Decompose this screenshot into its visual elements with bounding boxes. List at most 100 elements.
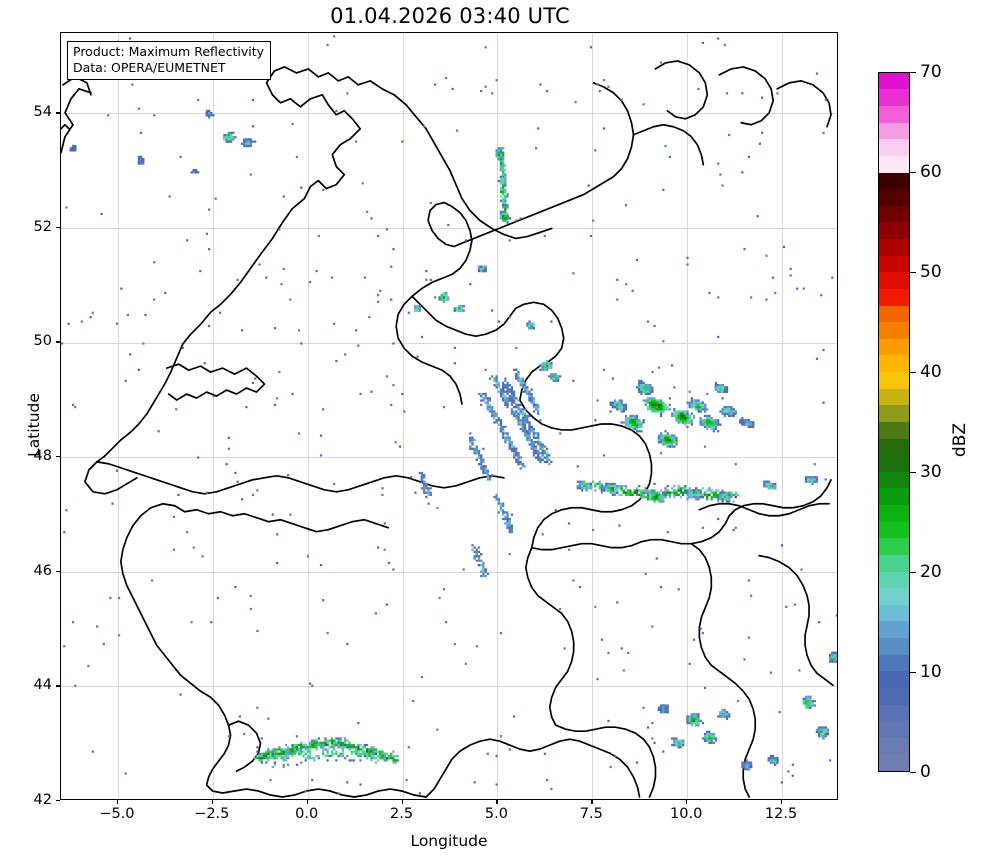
radar-cell xyxy=(640,390,643,393)
radar-cell xyxy=(629,416,632,420)
radar-cell xyxy=(657,491,661,494)
radar-cell xyxy=(697,489,700,492)
radar-cell xyxy=(313,746,316,749)
radar-cell xyxy=(721,386,724,389)
radar-cell xyxy=(653,408,656,411)
radar-cell xyxy=(671,487,674,490)
radar-cell xyxy=(686,498,689,501)
radar-cell xyxy=(642,419,645,422)
radar-cell xyxy=(646,397,650,400)
radar-cell xyxy=(370,746,373,749)
radar-cell xyxy=(513,406,516,409)
radar-cell xyxy=(635,423,639,426)
radar-cell xyxy=(374,757,377,760)
radar-cell xyxy=(350,746,353,749)
radar-cell xyxy=(581,487,584,490)
radar-cell xyxy=(662,401,665,404)
radar-cell xyxy=(344,746,347,749)
radar-cell xyxy=(730,410,733,413)
radar-cell xyxy=(357,743,360,747)
radar-cell xyxy=(657,403,661,407)
radar-cell xyxy=(723,390,726,393)
radar-cell xyxy=(681,421,685,424)
radar-cell xyxy=(576,480,579,483)
radar-cell xyxy=(381,754,384,758)
radar-cell xyxy=(600,489,604,492)
radar-cell xyxy=(725,493,729,496)
radar-cell xyxy=(690,397,693,400)
radar-cell xyxy=(284,750,288,753)
radar-cell xyxy=(649,493,652,496)
radar-cell xyxy=(267,757,270,760)
radar-cell xyxy=(506,401,509,404)
radar-cell xyxy=(302,754,305,758)
radar-cell xyxy=(657,434,661,437)
radar-cell xyxy=(684,410,687,413)
radar-cell xyxy=(611,491,614,494)
radar-cell xyxy=(607,485,610,488)
radar-cell xyxy=(315,743,318,747)
radar-cell xyxy=(506,399,509,402)
radar-cell xyxy=(651,410,654,413)
radar-cell xyxy=(686,419,689,422)
radar-cell xyxy=(763,482,766,486)
gridline-horizontal xyxy=(61,571,837,573)
radar-cell xyxy=(655,399,658,402)
radar-cell xyxy=(611,487,614,490)
radar-cell xyxy=(677,493,680,496)
radar-cell xyxy=(372,754,375,758)
radar-cell xyxy=(581,489,584,492)
radar-cell xyxy=(499,395,503,398)
radar-cell xyxy=(504,401,507,404)
radar-cell xyxy=(706,493,709,496)
radar-cell xyxy=(576,485,579,488)
radar-cell xyxy=(675,436,678,439)
radar-cell xyxy=(706,416,709,420)
radar-cell xyxy=(649,386,652,389)
radar-cell xyxy=(282,763,285,766)
radar-cell xyxy=(655,495,658,499)
radar-cell xyxy=(679,412,682,415)
radar-cell xyxy=(721,491,724,494)
radar-cell xyxy=(745,419,748,422)
radar-cell xyxy=(664,493,667,496)
radar-cell xyxy=(337,741,340,744)
radar-cell xyxy=(706,495,709,499)
radar-cell xyxy=(732,410,735,413)
radar-cell xyxy=(719,390,722,393)
radar-cell xyxy=(493,377,496,380)
radar-cell xyxy=(284,743,288,747)
map-axes[interactable]: Product: Maximum Reflectivity Data: OPER… xyxy=(60,32,838,800)
radar-cell xyxy=(291,752,294,755)
radar-cell xyxy=(350,750,353,753)
radar-cell xyxy=(725,410,729,413)
radar-cell xyxy=(271,750,274,753)
radar-cell xyxy=(326,743,329,747)
radar-cell xyxy=(653,401,656,404)
radar-cell xyxy=(265,761,268,764)
radar-cell xyxy=(695,493,698,496)
radar-cell xyxy=(811,478,814,481)
radar-cell xyxy=(366,750,369,753)
radar-cell xyxy=(717,430,720,433)
radar-cell xyxy=(675,491,678,494)
radar-cell xyxy=(660,412,663,415)
radar-cell xyxy=(668,491,672,494)
radar-cell xyxy=(644,491,647,494)
radar-cell xyxy=(728,493,731,496)
radar-cell xyxy=(660,493,663,496)
radar-cell xyxy=(269,757,272,760)
radar-cell xyxy=(513,414,516,417)
gridline-vertical xyxy=(782,33,784,799)
radar-cell xyxy=(642,386,645,389)
radar-cell xyxy=(629,423,632,426)
radar-cell xyxy=(714,386,718,389)
radar-cell xyxy=(326,750,329,753)
radar-cell xyxy=(273,754,277,758)
radar-cell xyxy=(695,399,698,402)
radar-cell xyxy=(633,491,636,494)
radar-cell xyxy=(284,748,288,751)
radar-cell xyxy=(653,493,656,496)
radar-cell xyxy=(381,752,384,755)
radar-cell xyxy=(390,754,393,758)
